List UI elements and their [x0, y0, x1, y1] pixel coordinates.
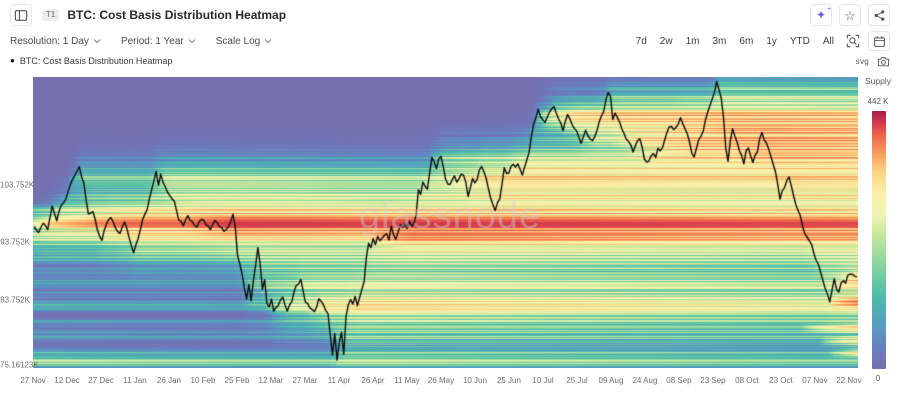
x-tick-label: 27 Nov	[20, 376, 46, 385]
range-button-3m[interactable]: 3m	[712, 35, 727, 47]
range-buttons: 7d 2w 1m 3m 6m 1y YTD All	[634, 34, 836, 49]
calendar-button[interactable]	[868, 31, 890, 51]
x-tick-label: 23 Sep	[700, 376, 726, 385]
range-button-2w[interactable]: 2w	[659, 35, 673, 47]
period-label: Period: 1 Year	[120, 35, 184, 47]
colorbar-title: Supply	[865, 76, 891, 86]
range-button-1m[interactable]: 1m	[685, 35, 700, 47]
range-button-all[interactable]: All	[822, 35, 834, 47]
series-legend-label[interactable]: BTC: Cost Basis Distribution Heatmap	[19, 56, 173, 66]
range-button-1y[interactable]: 1y	[766, 35, 777, 47]
svg-export-button[interactable]: svg	[855, 56, 869, 66]
x-tick-label: 11 Jan	[123, 376, 147, 385]
y-tick-label: 93.752K	[0, 237, 30, 247]
period-dropdown[interactable]: Period: 1 Year	[121, 36, 196, 47]
resolution-dropdown[interactable]: Resolution: 1 Day	[10, 36, 101, 47]
chevron-down-icon	[93, 39, 101, 44]
colorbar-min-label: 0	[875, 374, 881, 383]
share-icon	[874, 9, 884, 21]
range-button-6m[interactable]: 6m	[739, 35, 754, 47]
range-button-7d[interactable]: 7d	[635, 35, 647, 47]
x-tick-label: 26 Apr	[361, 376, 385, 385]
x-tick-label: 09 Aug	[598, 376, 624, 385]
sidebar-toggle-button[interactable]	[10, 4, 32, 26]
x-tick-label: 12 Mar	[258, 376, 284, 385]
camera-icon	[877, 56, 890, 66]
legend-bar: ● BTC: Cost Basis Distribution Heatmap s…	[0, 53, 900, 69]
x-tick-label: 10 Jul	[532, 376, 554, 385]
ai-assistant-button[interactable]: ✦ +	[810, 4, 832, 26]
scale-label: Scale Log	[215, 35, 261, 47]
chevron-down-icon	[264, 39, 272, 44]
x-tick-label: 25 Jul	[566, 376, 588, 385]
x-tick-label: 26 Jan	[156, 376, 181, 385]
zoom-reset-button[interactable]	[846, 34, 860, 48]
screenshot-button[interactable]	[877, 56, 890, 67]
scale-dropdown[interactable]: Scale Log	[216, 36, 272, 47]
x-tick-label: 10 Jun	[462, 376, 487, 385]
panel-left-icon	[14, 9, 28, 21]
x-tick-label: 10 Feb	[190, 376, 216, 385]
colorbar-gradient	[872, 111, 886, 369]
resolution-label: Resolution: 1 Day	[10, 35, 89, 47]
colorbar-max-label: 442 K	[867, 97, 889, 106]
x-tick-label: 25 Jun	[496, 376, 521, 385]
series-dot-icon: ●	[10, 56, 15, 65]
x-tick-label: 08 Oct	[735, 376, 759, 385]
x-tick-label: 27 Dec	[88, 376, 114, 385]
page-title: BTC: Cost Basis Distribution Heatmap	[67, 8, 287, 22]
x-tick-label: 11 May	[394, 376, 420, 385]
x-tick-label: 25 Feb	[224, 376, 250, 385]
zoom-area-icon	[846, 34, 860, 48]
x-tick-label: 26 May	[427, 376, 455, 385]
x-tick-label: 23 Oct	[769, 376, 793, 385]
heatmap-canvas[interactable]	[33, 77, 858, 368]
favorite-button[interactable]: ☆	[839, 4, 861, 26]
x-tick-label: 24 Aug	[632, 376, 658, 385]
x-tick-label: 27 Mar	[292, 376, 318, 385]
header-bar: T1 BTC: Cost Basis Distribution Heatmap …	[0, 0, 900, 30]
tier-badge: T1	[42, 9, 60, 21]
star-icon: ☆	[844, 7, 856, 23]
share-button[interactable]	[868, 4, 890, 26]
x-tick-label: 11 Apr	[327, 376, 351, 385]
x-tick-label: 12 Dec	[54, 376, 80, 385]
chevron-down-icon	[188, 39, 196, 44]
y-tick-label: 83.752K	[0, 295, 30, 305]
y-tick-label: 75.16123K	[0, 360, 39, 370]
sparkle-icon: ✦ +	[815, 6, 832, 22]
y-tick-label: 103.752K	[0, 180, 35, 190]
calendar-icon	[873, 35, 885, 47]
x-tick-label: 22 Nov	[836, 376, 862, 385]
x-tick-label: 07 Nov	[802, 376, 828, 385]
range-button-ytd[interactable]: YTD	[789, 35, 810, 47]
toolbar: Resolution: 1 Day Period: 1 Year Scale L…	[0, 30, 900, 52]
x-tick-label: 08 Sep	[666, 376, 692, 385]
